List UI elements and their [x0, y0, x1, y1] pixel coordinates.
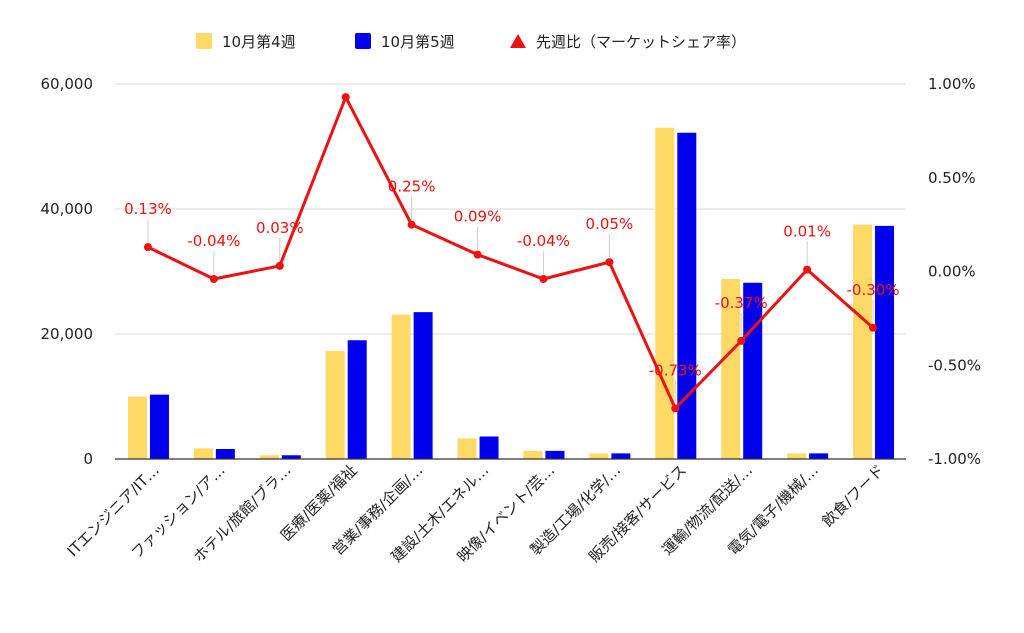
- market-share-labels: 0.13% -0.04% 0.03% 0.25% 0.09% -0.04% 0.05% -0.…: [124, 178, 900, 404]
- legend-label: 10月第5週: [381, 33, 455, 51]
- bar-week5: [743, 282, 763, 459]
- legend-triangle-icon: [510, 34, 526, 48]
- bar-week5: [149, 394, 169, 459]
- market-share-data-label: 0.05%: [586, 215, 634, 233]
- category-labels: ITエンジニア/IT…ファッション/ア…ホテル/旅館/ブラ…医療/医薬/福祉営業…: [64, 461, 888, 566]
- market-share-point: [869, 323, 878, 332]
- bars: [127, 127, 895, 459]
- legend-swatch: [196, 33, 212, 49]
- bar-week4: [457, 438, 477, 459]
- bar-week4: [127, 396, 147, 459]
- bar-week4: [787, 453, 807, 459]
- bar-week5: [875, 225, 895, 459]
- bar-week5: [545, 450, 565, 459]
- left-tick-label: 0: [83, 450, 93, 468]
- market-share-point: [671, 404, 680, 413]
- legend-label: 10月第4週: [222, 33, 296, 51]
- bar-week4: [721, 279, 741, 459]
- right-tick-label: 1.00%: [928, 75, 976, 93]
- legend-label: 先週比（マーケットシェア率）: [536, 33, 746, 51]
- left-tick-label: 40,000: [41, 200, 94, 218]
- bar-week4: [589, 453, 609, 459]
- bar-week5: [809, 453, 829, 459]
- bar-week4: [391, 314, 411, 459]
- bar-week5: [677, 132, 697, 459]
- right-tick-label: -0.50%: [928, 356, 981, 374]
- gridlines: [115, 83, 906, 335]
- market-share-point: [209, 275, 218, 283]
- bar-week4: [325, 350, 345, 459]
- market-share-data-label: 0.09%: [454, 208, 502, 226]
- market-share-line: [143, 93, 878, 413]
- market-share-point: [143, 243, 152, 252]
- market-share-point: [737, 336, 746, 345]
- bar-week4: [523, 450, 543, 459]
- left-axis-ticks: 0 20,000 40,000 60,000: [41, 75, 94, 468]
- bar-week4: [259, 455, 279, 459]
- market-share-data-label: -0.30%: [847, 281, 900, 299]
- market-share-point: [341, 93, 350, 102]
- market-share-point: [473, 250, 482, 259]
- bar-week4: [193, 448, 213, 459]
- right-tick-label: 0.50%: [928, 169, 976, 187]
- market-share-data-label: -0.04%: [187, 232, 240, 250]
- market-share-point: [803, 265, 812, 274]
- market-share-data-label: 0.25%: [388, 178, 436, 196]
- bar-week5: [479, 436, 499, 459]
- market-share-data-label: -0.37%: [715, 294, 768, 312]
- market-share-point: [605, 258, 614, 267]
- left-tick-label: 60,000: [41, 75, 94, 93]
- market-share-data-label: -0.73%: [649, 361, 702, 379]
- left-tick-label: 20,000: [41, 325, 94, 343]
- market-share-data-label: -0.04%: [517, 232, 570, 250]
- right-axis-ticks: -1.00% -0.50% 0.00% 0.50% 1.00%: [928, 75, 981, 468]
- market-share-data-label: 0.13%: [124, 200, 172, 218]
- bar-week5: [281, 455, 301, 459]
- bar-week4: [853, 224, 873, 459]
- bar-week5: [413, 312, 433, 459]
- right-tick-label: 0.00%: [928, 263, 976, 281]
- market-share-data-label: 0.01%: [783, 223, 831, 241]
- right-tick-label: -1.00%: [928, 450, 981, 468]
- bar-week5: [347, 340, 367, 459]
- legend: 10月第4週 10月第5週 先週比（マーケットシェア率）: [196, 33, 746, 51]
- category-label: 飲食/フード: [819, 461, 888, 530]
- market-share-point: [539, 275, 548, 283]
- market-share-point: [407, 220, 416, 229]
- bar-week5: [215, 449, 235, 459]
- bar-week5: [611, 453, 631, 459]
- market-share-data-label: 0.03%: [256, 219, 304, 237]
- market-share-point: [275, 261, 284, 270]
- legend-swatch: [355, 33, 371, 49]
- market-share-polyline: [147, 95, 875, 410]
